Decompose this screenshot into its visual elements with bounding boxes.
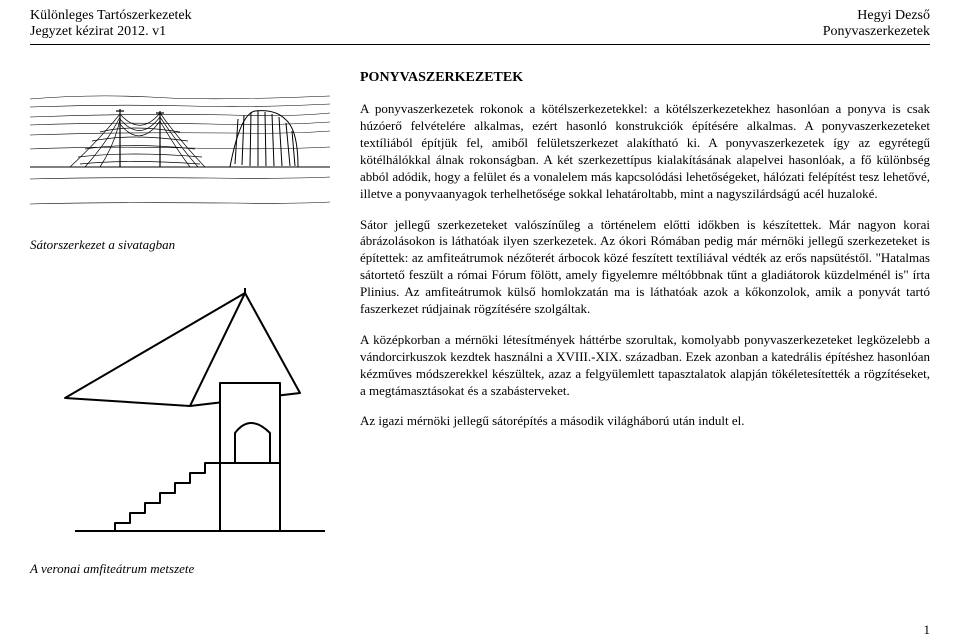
figures-column: Sátorszerkezet a sivatagban (30, 69, 360, 597)
page-header: Különleges Tartószerkezetek Jegyzet kézi… (0, 0, 960, 44)
page-number: 1 (924, 622, 931, 638)
figure-amphitheatre (30, 273, 340, 553)
header-left-line1: Különleges Tartószerkezetek (30, 8, 192, 24)
paragraph-1: A ponyvaszerkezetek rokonok a kötélszerk… (360, 101, 930, 202)
header-left: Különleges Tartószerkezetek Jegyzet kézi… (30, 8, 192, 40)
paragraph-2: Sátor jellegű szerkezeteket valószínűleg… (360, 217, 930, 318)
header-right-line2: Ponyvaszerkezetek (823, 24, 930, 40)
figure-tent-caption: Sátorszerkezet a sivatagban (30, 237, 340, 253)
paragraph-3: A középkorban a mérnöki létesítmények há… (360, 332, 930, 400)
section-title: PONYVASZERKEZETEK (360, 69, 930, 87)
header-right: Hegyi Dezső Ponyvaszerkezetek (823, 8, 930, 40)
text-column: PONYVASZERKEZETEK A ponyvaszerkezetek ro… (360, 69, 930, 597)
content-area: Sátorszerkezet a sivatagban (0, 45, 960, 597)
header-left-line2: Jegyzet kézirat 2012. v1 (30, 24, 192, 40)
figure-amphi-caption: A veronai amfiteátrum metszete (30, 561, 340, 577)
header-right-line1: Hegyi Dezső (823, 8, 930, 24)
figure-tent (30, 69, 340, 229)
paragraph-4: Az igazi mérnöki jellegű sátorépítés a m… (360, 413, 930, 430)
